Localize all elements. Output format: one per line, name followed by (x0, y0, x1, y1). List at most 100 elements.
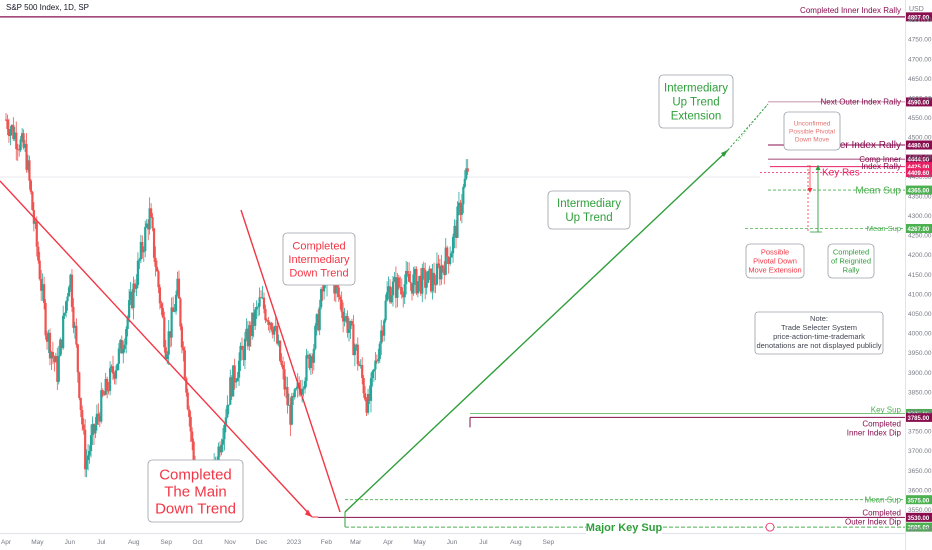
candle-body[interactable] (23, 143, 27, 148)
candle-body[interactable] (188, 409, 191, 417)
candle-body[interactable] (129, 291, 132, 301)
candle-body[interactable] (164, 347, 167, 360)
candle-body[interactable] (437, 263, 440, 266)
candle-body[interactable] (262, 297, 266, 309)
candle-body[interactable] (29, 180, 33, 192)
candle-body[interactable] (355, 344, 358, 348)
candle-body[interactable] (248, 325, 251, 347)
candle-body[interactable] (350, 320, 354, 325)
candle-body[interactable] (160, 303, 163, 309)
candle-body[interactable] (463, 178, 466, 187)
candle-body[interactable] (240, 345, 244, 350)
candle-body[interactable] (21, 133, 24, 140)
candle-body[interactable] (346, 316, 349, 333)
candle-body[interactable] (92, 424, 96, 434)
candle-body[interactable] (57, 356, 60, 382)
candle-body[interactable] (308, 354, 311, 369)
candle-body[interactable] (70, 274, 74, 307)
candle-body[interactable] (245, 328, 248, 339)
candle-body[interactable] (155, 266, 159, 272)
event-marker-icon[interactable] (765, 522, 775, 532)
candle-body[interactable] (237, 360, 241, 378)
candle-body[interactable] (429, 268, 433, 292)
candle-body[interactable] (450, 253, 453, 258)
note-box[interactable] (754, 311, 884, 355)
candle-body[interactable] (95, 413, 98, 425)
candle-body[interactable] (397, 277, 400, 287)
candle-body[interactable] (333, 277, 336, 294)
candle-body[interactable] (230, 377, 233, 397)
candle-body[interactable] (257, 306, 260, 308)
candle-body[interactable] (321, 289, 324, 292)
candle-body[interactable] (343, 317, 346, 322)
candle-body[interactable] (47, 332, 50, 342)
candle-body[interactable] (34, 221, 37, 224)
candle-body[interactable] (51, 351, 55, 358)
candle-body[interactable] (101, 390, 104, 395)
candle-body[interactable] (56, 355, 59, 382)
candle-body[interactable] (249, 325, 252, 336)
candle-body[interactable] (67, 287, 71, 297)
candle-body[interactable] (166, 354, 169, 360)
candle-body[interactable] (226, 405, 229, 418)
candle-body[interactable] (386, 292, 389, 301)
candle-body[interactable] (235, 381, 238, 383)
candle-body[interactable] (435, 263, 439, 285)
candle-body[interactable] (66, 296, 69, 302)
candle-body[interactable] (82, 424, 85, 430)
candle-body[interactable] (293, 389, 296, 398)
candle-body[interactable] (377, 359, 380, 361)
candle-body[interactable] (393, 277, 396, 282)
candle-body[interactable] (462, 186, 465, 205)
main-down-trend-label-box[interactable] (147, 459, 244, 523)
candle-body[interactable] (40, 279, 43, 291)
candle-body[interactable] (158, 287, 162, 304)
candle-body[interactable] (446, 247, 449, 257)
candle-body[interactable] (84, 429, 87, 470)
candle-body[interactable] (186, 392, 189, 410)
candle-body[interactable] (12, 125, 15, 140)
candle-body[interactable] (315, 314, 318, 326)
candle-body[interactable] (349, 320, 352, 330)
candle-body[interactable] (356, 344, 359, 365)
candle-body[interactable] (227, 404, 230, 406)
candle-body[interactable] (459, 202, 462, 215)
candle-body[interactable] (434, 284, 437, 286)
candle-body[interactable] (277, 340, 280, 344)
candle-body[interactable] (431, 272, 434, 292)
candle-body[interactable] (59, 339, 62, 357)
candle-body[interactable] (182, 347, 185, 351)
candle-body[interactable] (372, 369, 376, 372)
candle-body[interactable] (264, 308, 267, 321)
candle-body[interactable] (132, 283, 135, 309)
candle-body[interactable] (352, 324, 355, 356)
candle-body[interactable] (16, 149, 19, 150)
candle-body[interactable] (138, 259, 141, 261)
candle-body[interactable] (239, 345, 242, 361)
candle-body[interactable] (236, 377, 239, 382)
candle-body[interactable] (419, 275, 422, 294)
candle-body[interactable] (268, 322, 271, 325)
candle-body[interactable] (191, 431, 194, 442)
candle-body[interactable] (339, 296, 342, 300)
candle-body[interactable] (384, 300, 387, 321)
candle-body[interactable] (97, 413, 100, 417)
candle-body[interactable] (280, 360, 283, 366)
candle-body[interactable] (375, 360, 378, 362)
candle-body[interactable] (394, 277, 398, 298)
candle-body[interactable] (35, 221, 38, 247)
candle-body[interactable] (157, 271, 160, 288)
candle-body[interactable] (302, 388, 305, 390)
candle-body[interactable] (441, 265, 444, 268)
candle-body[interactable] (43, 284, 46, 303)
candle-body[interactable] (41, 284, 44, 291)
candle-body[interactable] (456, 206, 459, 238)
candle-body[interactable] (144, 226, 147, 251)
candle-body[interactable] (233, 365, 236, 383)
candle-body[interactable] (427, 271, 430, 283)
candle-body[interactable] (75, 325, 78, 345)
candle-body[interactable] (311, 356, 314, 363)
candle-body[interactable] (428, 268, 431, 272)
candle-body[interactable] (50, 351, 53, 359)
candle-body[interactable] (31, 191, 34, 211)
